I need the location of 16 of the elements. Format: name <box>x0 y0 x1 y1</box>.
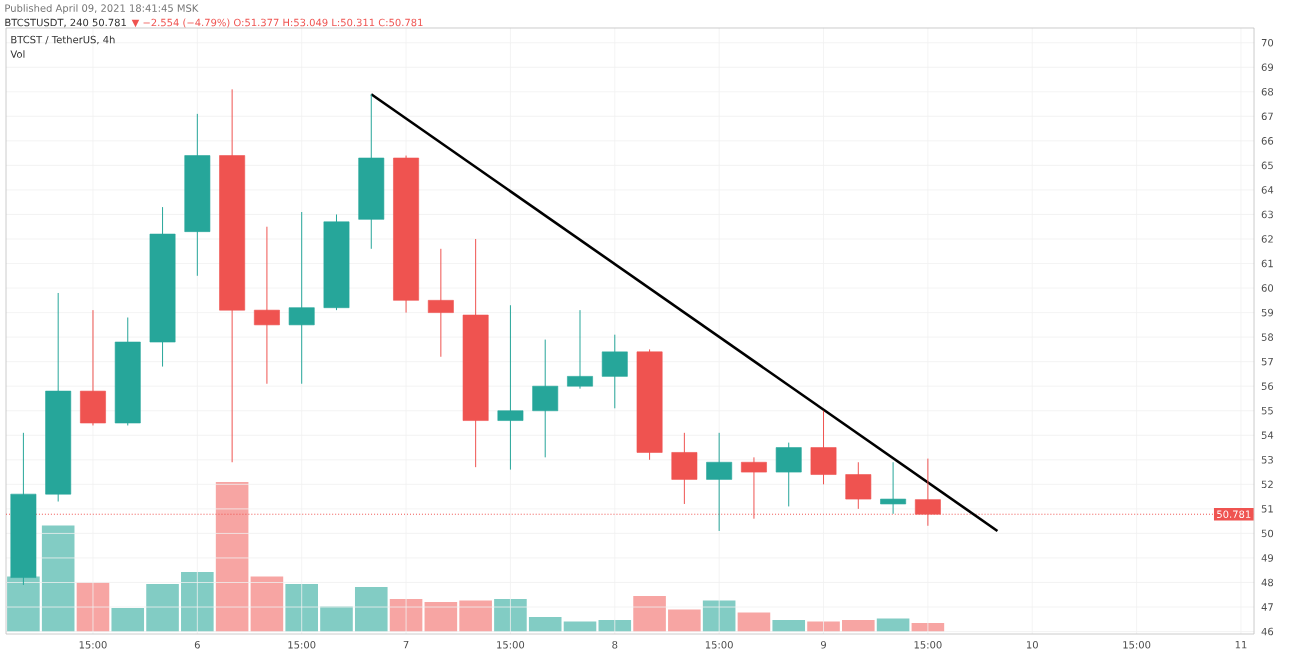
candlestick <box>497 304 524 471</box>
candlestick <box>532 339 559 458</box>
candlestick <box>845 461 872 510</box>
candlestick <box>810 410 837 485</box>
candlestick <box>706 432 733 532</box>
candlestick <box>880 461 906 515</box>
candlestick <box>601 334 628 409</box>
candlestick <box>427 248 454 358</box>
candlestick <box>671 432 698 505</box>
candlestick <box>775 442 802 507</box>
candlestick <box>80 309 106 426</box>
bar <box>772 620 806 632</box>
bar <box>737 612 771 632</box>
candlestick <box>567 309 593 390</box>
candlestick <box>254 226 280 385</box>
candlestick <box>288 211 315 385</box>
